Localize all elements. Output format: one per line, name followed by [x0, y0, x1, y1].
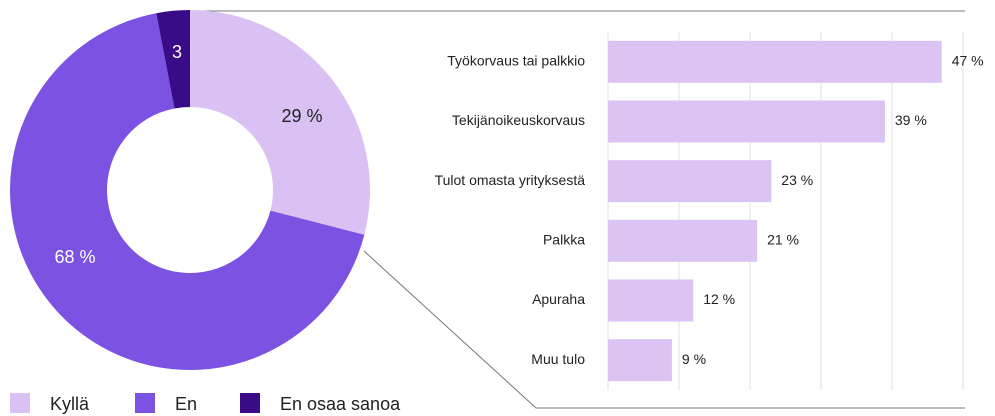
value-label: 23 %: [781, 172, 813, 188]
bar: [608, 160, 772, 203]
value-label: 9 %: [682, 351, 706, 367]
value-label: 21 %: [767, 232, 799, 248]
donut-slice: [156, 10, 190, 109]
category-label: Palkka: [543, 232, 585, 248]
category-label: Tekijänoikeuskorvaus: [452, 112, 585, 128]
category-label: Apuraha: [532, 291, 585, 307]
connector-line: [363, 250, 965, 409]
slice-label: 68 %: [54, 247, 95, 267]
value-label: 39 %: [895, 112, 927, 128]
category-label: Tulot omasta yrityksestä: [435, 172, 586, 188]
donut-slice: [190, 10, 371, 235]
legend-swatch: [240, 393, 260, 413]
legend-label: En osaa sanoa: [280, 394, 401, 414]
value-label: 12 %: [703, 291, 735, 307]
value-label: 47 %: [952, 53, 984, 69]
bar: [608, 339, 672, 382]
donut-slice: [9, 13, 365, 371]
category-label: Työkorvaus tai palkkio: [447, 53, 585, 69]
legend-label: Kyllä: [50, 394, 90, 414]
legend-swatch: [135, 393, 155, 413]
slice-label: 3: [172, 42, 182, 62]
legend-label: En: [175, 394, 197, 414]
legend-swatch: [10, 393, 30, 413]
bar: [608, 279, 694, 322]
bar: [608, 40, 942, 83]
slice-label: 29 %: [281, 106, 322, 126]
category-label: Muu tulo: [531, 351, 585, 367]
bar: [608, 100, 885, 143]
bar: [608, 219, 758, 262]
